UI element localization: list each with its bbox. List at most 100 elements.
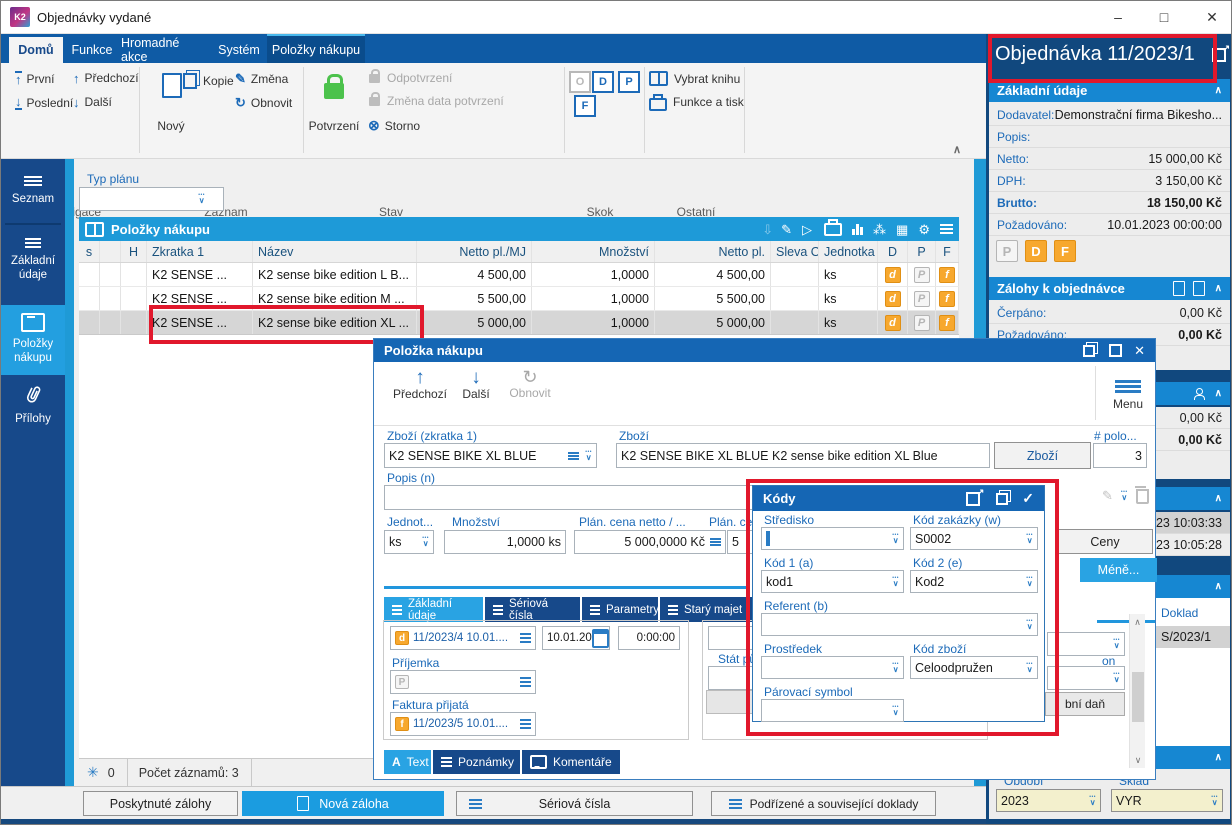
dropdown-icon[interactable]: ••• ∨ xyxy=(892,703,899,717)
dropdown-icon[interactable]: ••• ∨ xyxy=(892,660,899,674)
calendar-icon[interactable] xyxy=(591,628,609,648)
close-button[interactable]: ✕ xyxy=(1206,8,1218,25)
ribbon-next-button[interactable]: ↓ Další xyxy=(73,94,112,110)
mnozstvi-input[interactable]: 1,0000 ks xyxy=(444,530,566,554)
sidebar-item-prilohy[interactable]: Přílohy xyxy=(1,377,65,437)
col-blank[interactable] xyxy=(100,241,121,262)
ribbon-last-button[interactable]: ↓ Poslední xyxy=(15,94,74,110)
ribbon-unconfirm-button[interactable]: Odpotvrzení xyxy=(369,68,452,85)
print-icon[interactable] xyxy=(824,218,843,236)
kod-zbozi-field[interactable]: Celoodpružen ••• ∨ xyxy=(910,656,1038,679)
next-button[interactable]: ↓ Další xyxy=(456,368,496,401)
mene-button[interactable]: Méně... xyxy=(1080,558,1157,582)
goods-stack-icon[interactable] xyxy=(710,538,721,546)
dropdown-icon[interactable]: ••• ∨ xyxy=(1026,617,1033,631)
ceny-button[interactable]: Ceny xyxy=(1057,529,1153,554)
f-badge[interactable]: F xyxy=(1054,240,1076,262)
tab-seriova-cisla[interactable]: Sériová čísla xyxy=(485,597,580,622)
deposit-doc-icon[interactable] xyxy=(1172,281,1185,296)
ribbon-storno-button[interactable]: ⊗ Storno xyxy=(368,117,421,133)
menu-dropdown-icon[interactable] xyxy=(520,677,531,687)
tab-domu[interactable]: Domů xyxy=(9,37,63,63)
dropdown-icon[interactable]: ••• ∨ xyxy=(585,448,592,462)
polozka-count-input[interactable]: 3 xyxy=(1093,443,1147,468)
dropdown-icon[interactable]: ••• ∨ xyxy=(1026,531,1033,545)
zbozi-input[interactable]: K2 SENSE BIKE XL BLUE K2 sense bike edit… xyxy=(616,443,990,468)
minimize-button[interactable]: – xyxy=(1114,9,1122,25)
collapse-icon[interactable]: ∧ xyxy=(1214,752,1222,763)
kod1-field[interactable]: kod1 ••• ∨ xyxy=(761,570,904,593)
ribbon-first-button[interactable]: ↑ První xyxy=(15,71,55,87)
tab-polozky-nakupu[interactable]: Položky nákupu xyxy=(267,34,365,63)
col-zkratka[interactable]: Zkratka 1 xyxy=(147,241,253,262)
spotrebni-dan-button[interactable]: bní daň xyxy=(1045,692,1125,716)
tab-parametry[interactable]: Parametry xyxy=(582,597,659,622)
select-book-button[interactable]: Vybrat knihu xyxy=(649,71,740,86)
dropdown-icon[interactable]: ••• ∨ xyxy=(1026,660,1033,674)
prijemka-field[interactable]: P xyxy=(390,670,536,694)
scroll-thumb[interactable] xyxy=(1132,672,1144,722)
parovaci-field[interactable]: ••• ∨ xyxy=(761,699,904,722)
ribbon-previous-button[interactable]: ↑ Předchozí xyxy=(73,70,139,86)
plan-cena-input[interactable]: 5 000,0000 Kč xyxy=(574,530,726,554)
ribbon-copy-button[interactable]: Kopie xyxy=(183,73,234,89)
col-jednotka[interactable]: Jednotka xyxy=(819,241,878,262)
table-row[interactable]: K2 SENSE ... K2 sense bike edition L B..… xyxy=(79,263,959,287)
tab-poznamky[interactable]: Poznámky xyxy=(433,750,520,774)
pin-icon[interactable]: ⇩ xyxy=(762,221,774,237)
chart-icon[interactable] xyxy=(852,223,864,235)
col-d[interactable]: D xyxy=(878,241,908,262)
zbozi-zkratka-input[interactable]: K2 SENSE BIKE XL BLUE ••• ∨ xyxy=(384,443,597,468)
columns-icon[interactable]: ▦ xyxy=(896,221,909,237)
kody-title-bar[interactable]: Kódy ✓ xyxy=(753,486,1044,511)
dialog-title-bar[interactable]: Položka nákupu ✕ xyxy=(374,339,1155,362)
deposit-docs-icon[interactable] xyxy=(1192,281,1205,296)
dropdown-icon[interactable]: ••• ∨ xyxy=(1113,637,1120,650)
collapse-icon[interactable]: ∧ xyxy=(1214,388,1222,399)
col-mnozstvi[interactable]: Množství xyxy=(532,241,655,262)
tab-zakladni-udaje[interactable]: Základní údaje xyxy=(384,597,483,622)
col-p[interactable]: P xyxy=(908,241,936,262)
p-badge[interactable]: P xyxy=(996,240,1018,262)
open-in-window-icon[interactable] xyxy=(1212,43,1230,67)
tab-system[interactable]: Systém xyxy=(218,43,260,57)
faktura-field[interactable]: f 11/2023/5 10.01.... xyxy=(390,712,536,736)
refresh-button[interactable]: ↻ Obnovit xyxy=(504,368,556,400)
date-field[interactable]: 10.01.20 xyxy=(542,626,610,650)
menu-button[interactable]: Menu xyxy=(1106,370,1150,411)
menu-dropdown-icon[interactable] xyxy=(520,633,531,643)
ribbon-change-button[interactable]: ✎ Změna xyxy=(235,71,289,86)
functions-print-button[interactable]: Funkce a tisk xyxy=(649,93,744,111)
collapse-icon[interactable]: ∧ xyxy=(1214,283,1222,294)
zbozi-button[interactable]: Zboží xyxy=(994,442,1091,469)
ribbon-new-button[interactable]: Nový xyxy=(149,69,193,139)
col-h[interactable]: H xyxy=(121,241,147,262)
col-f[interactable]: F xyxy=(936,241,959,262)
subordinate-documents-button[interactable]: Podřízené a související doklady xyxy=(711,791,936,816)
col-netto[interactable]: Netto pl. xyxy=(655,241,771,262)
col-nazev[interactable]: Název xyxy=(253,241,417,262)
sidebar-item-seznam[interactable]: Seznam xyxy=(1,165,65,221)
close-icon[interactable]: ✕ xyxy=(1134,342,1145,358)
previous-button[interactable]: ↑ Předchozí xyxy=(392,367,448,401)
sidebar-item-polozky-nakupu[interactable]: Položky nákupu xyxy=(1,305,65,375)
new-deposit-button[interactable]: Nová záloha xyxy=(242,791,444,816)
serial-numbers-button[interactable]: Sériová čísla xyxy=(456,791,693,816)
tab-hromadne-akce[interactable]: Hromadné akce xyxy=(121,36,180,64)
ribbon-confirm-button[interactable]: Potvrzení xyxy=(307,69,361,139)
dropdown-icon[interactable]: ••• ∨ xyxy=(1089,793,1096,807)
time-field[interactable]: 0:00:00 xyxy=(618,626,680,650)
potvrzeni-doklad-field[interactable]: d 11/2023/4 10.01.... xyxy=(390,626,536,650)
dialog-scrollbar[interactable]: ∧ ∨ xyxy=(1129,614,1145,768)
table-row-selected[interactable]: K2 SENSE ... K2 sense bike edition XL ..… xyxy=(79,311,959,335)
dropdown-icon[interactable]: ••• ∨ xyxy=(1211,793,1218,807)
table-row[interactable]: K2 SENSE ... K2 sense bike edition M ...… xyxy=(79,287,959,311)
maximize-icon[interactable] xyxy=(1109,344,1123,357)
scroll-down-icon[interactable]: ∨ xyxy=(1134,754,1142,765)
tab-funkce[interactable]: Funkce xyxy=(71,43,113,57)
confirm-check-icon[interactable]: ✓ xyxy=(1022,490,1034,506)
edit-icon[interactable]: ✎ xyxy=(1102,488,1113,503)
trash-icon[interactable] xyxy=(1134,485,1149,504)
col-s[interactable]: s xyxy=(79,241,100,262)
dock-icon[interactable] xyxy=(1083,344,1096,357)
